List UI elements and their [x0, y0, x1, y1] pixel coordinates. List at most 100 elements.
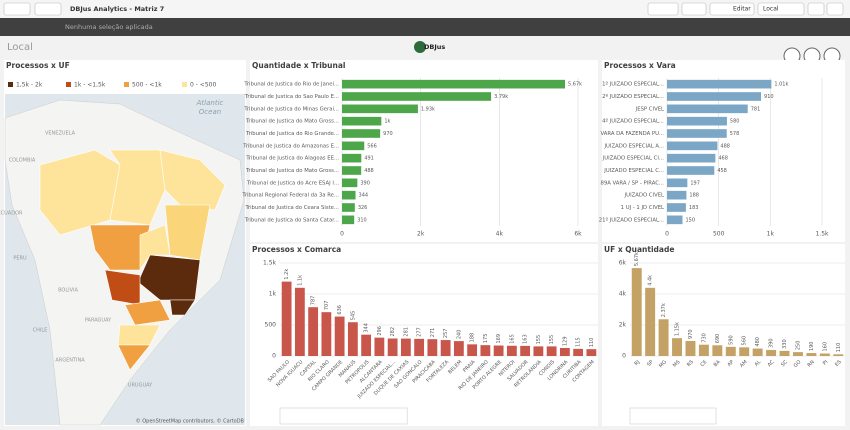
value-label: 390: [360, 180, 370, 186]
value-label: 169: [496, 334, 502, 344]
y-tick-label: Tribunal de Justica do Mato Gross...: [245, 119, 339, 125]
value-label: 1k: [384, 119, 390, 125]
bar: [321, 312, 332, 356]
chart-title: Quantidade x Tribunal: [252, 61, 345, 70]
value-label: 690: [715, 334, 721, 344]
value-label: 188: [689, 193, 699, 199]
scrollbar: [279, 407, 408, 425]
value-label: 277: [417, 327, 423, 337]
y-tick-label: Tribunal de Justica do Sao Paulo E...: [244, 94, 339, 100]
x-tick-label: AM: [739, 359, 749, 369]
bar: [779, 350, 790, 356]
bar: [667, 129, 727, 138]
x-tick-label: ES: [834, 359, 843, 368]
sheet-button[interactable]: [757, 2, 805, 16]
bar: [658, 319, 669, 356]
value-label: 115: [576, 337, 582, 347]
value-label: 129: [562, 336, 568, 346]
map-label: PARAGUAY: [85, 318, 112, 324]
legend-swatch: [66, 82, 71, 87]
bar: [294, 287, 305, 356]
value-label: 1.01k: [774, 82, 788, 88]
bar: [725, 346, 736, 356]
bar: [334, 316, 345, 356]
bar: [685, 340, 696, 356]
edit-button[interactable]: [709, 2, 755, 16]
y-tick-label: Tribunal de Justica do Mato Gross...: [245, 168, 339, 174]
value-label: 1.93k: [421, 106, 435, 112]
y-tick-label: JUIZADO CIVEL: [624, 193, 664, 199]
bar: [374, 337, 385, 356]
menu-button[interactable]: [34, 2, 62, 16]
value-label: 590: [728, 335, 734, 345]
value-label: 458: [717, 168, 727, 174]
bar: [342, 116, 382, 126]
bookmark-button[interactable]: [681, 2, 707, 16]
map-label: Ocean: [199, 108, 221, 116]
y-tick-label: 21º JUIZADO ESPECIAL...: [599, 216, 665, 223]
bar: [667, 104, 748, 114]
x-tick-label: 500: [713, 231, 725, 238]
value-label: 344: [359, 193, 369, 199]
map-label: URUGUAY: [128, 383, 153, 389]
y-tick-label: Tribunal de Justica do Rio de Janei...: [243, 82, 339, 88]
x-tick-label: 1k: [767, 231, 775, 238]
bar: [792, 352, 803, 356]
x-tick-label: 1.5k: [815, 231, 829, 238]
value-label: 488: [720, 143, 730, 149]
x-tick-label: AC: [766, 359, 775, 368]
value-label: 730: [701, 333, 707, 343]
x-tick-label: AL: [753, 359, 762, 368]
value-label: 707: [324, 301, 330, 311]
y-tick-label: 2k: [619, 322, 627, 329]
x-tick-label: MS: [672, 359, 682, 369]
y-tick-label: 0: [272, 353, 276, 360]
map-label: Atlantic: [196, 99, 224, 107]
x-tick-label: SC: [780, 359, 789, 368]
bar: [400, 338, 411, 356]
nav-button[interactable]: [3, 2, 31, 16]
sheet-title: Local: [7, 42, 33, 53]
x-tick-label: PI: [822, 359, 829, 366]
value-label: 910: [764, 94, 774, 100]
prev-sheet[interactable]: [807, 2, 825, 16]
y-tick-label: 0: [622, 353, 626, 360]
bar: [342, 190, 356, 200]
value-label: 240: [456, 330, 462, 340]
bar: [493, 345, 504, 356]
bar: [342, 92, 492, 101]
value-label: 155: [549, 335, 555, 345]
bar: [342, 104, 418, 114]
present-button[interactable]: [647, 2, 679, 16]
chart-title: UF x Quantidade: [604, 245, 674, 254]
bar: [667, 203, 686, 212]
bar: [342, 129, 381, 138]
y-tick-label: 1º JUIZADO ESPECIAL...: [602, 81, 664, 88]
logo: DBJus: [424, 43, 445, 51]
state: [139, 224, 171, 271]
y-tick-label: JUIZADO ESPECIAL A...: [603, 143, 664, 149]
bar: [342, 141, 365, 151]
map-label: COLOMBIA: [9, 158, 36, 164]
chart-panel: [602, 60, 845, 242]
value-label: 970: [383, 131, 393, 137]
bar: [806, 353, 817, 356]
legend-swatch: [124, 82, 129, 87]
scrollbar: [629, 407, 717, 425]
bar: [467, 344, 478, 356]
value-label: 488: [364, 168, 374, 174]
sheet-menu-label: Local: [763, 6, 779, 13]
bar: [752, 348, 763, 356]
bar: [480, 345, 491, 356]
bar: [667, 141, 718, 151]
chart-panel: [250, 244, 598, 426]
value-label: 636: [337, 305, 343, 315]
bar: [667, 116, 727, 126]
y-tick-label: VARA DA FAZENDA PU...: [600, 131, 664, 137]
value-label: 150: [686, 217, 696, 223]
next-sheet[interactable]: [826, 2, 844, 16]
y-tick-label: Tribunal de Justica do Amazonas E...: [242, 143, 339, 149]
map-label: VENEZUELA: [45, 131, 76, 137]
state: [117, 344, 151, 371]
map-label: ECUADOR: [0, 211, 23, 217]
